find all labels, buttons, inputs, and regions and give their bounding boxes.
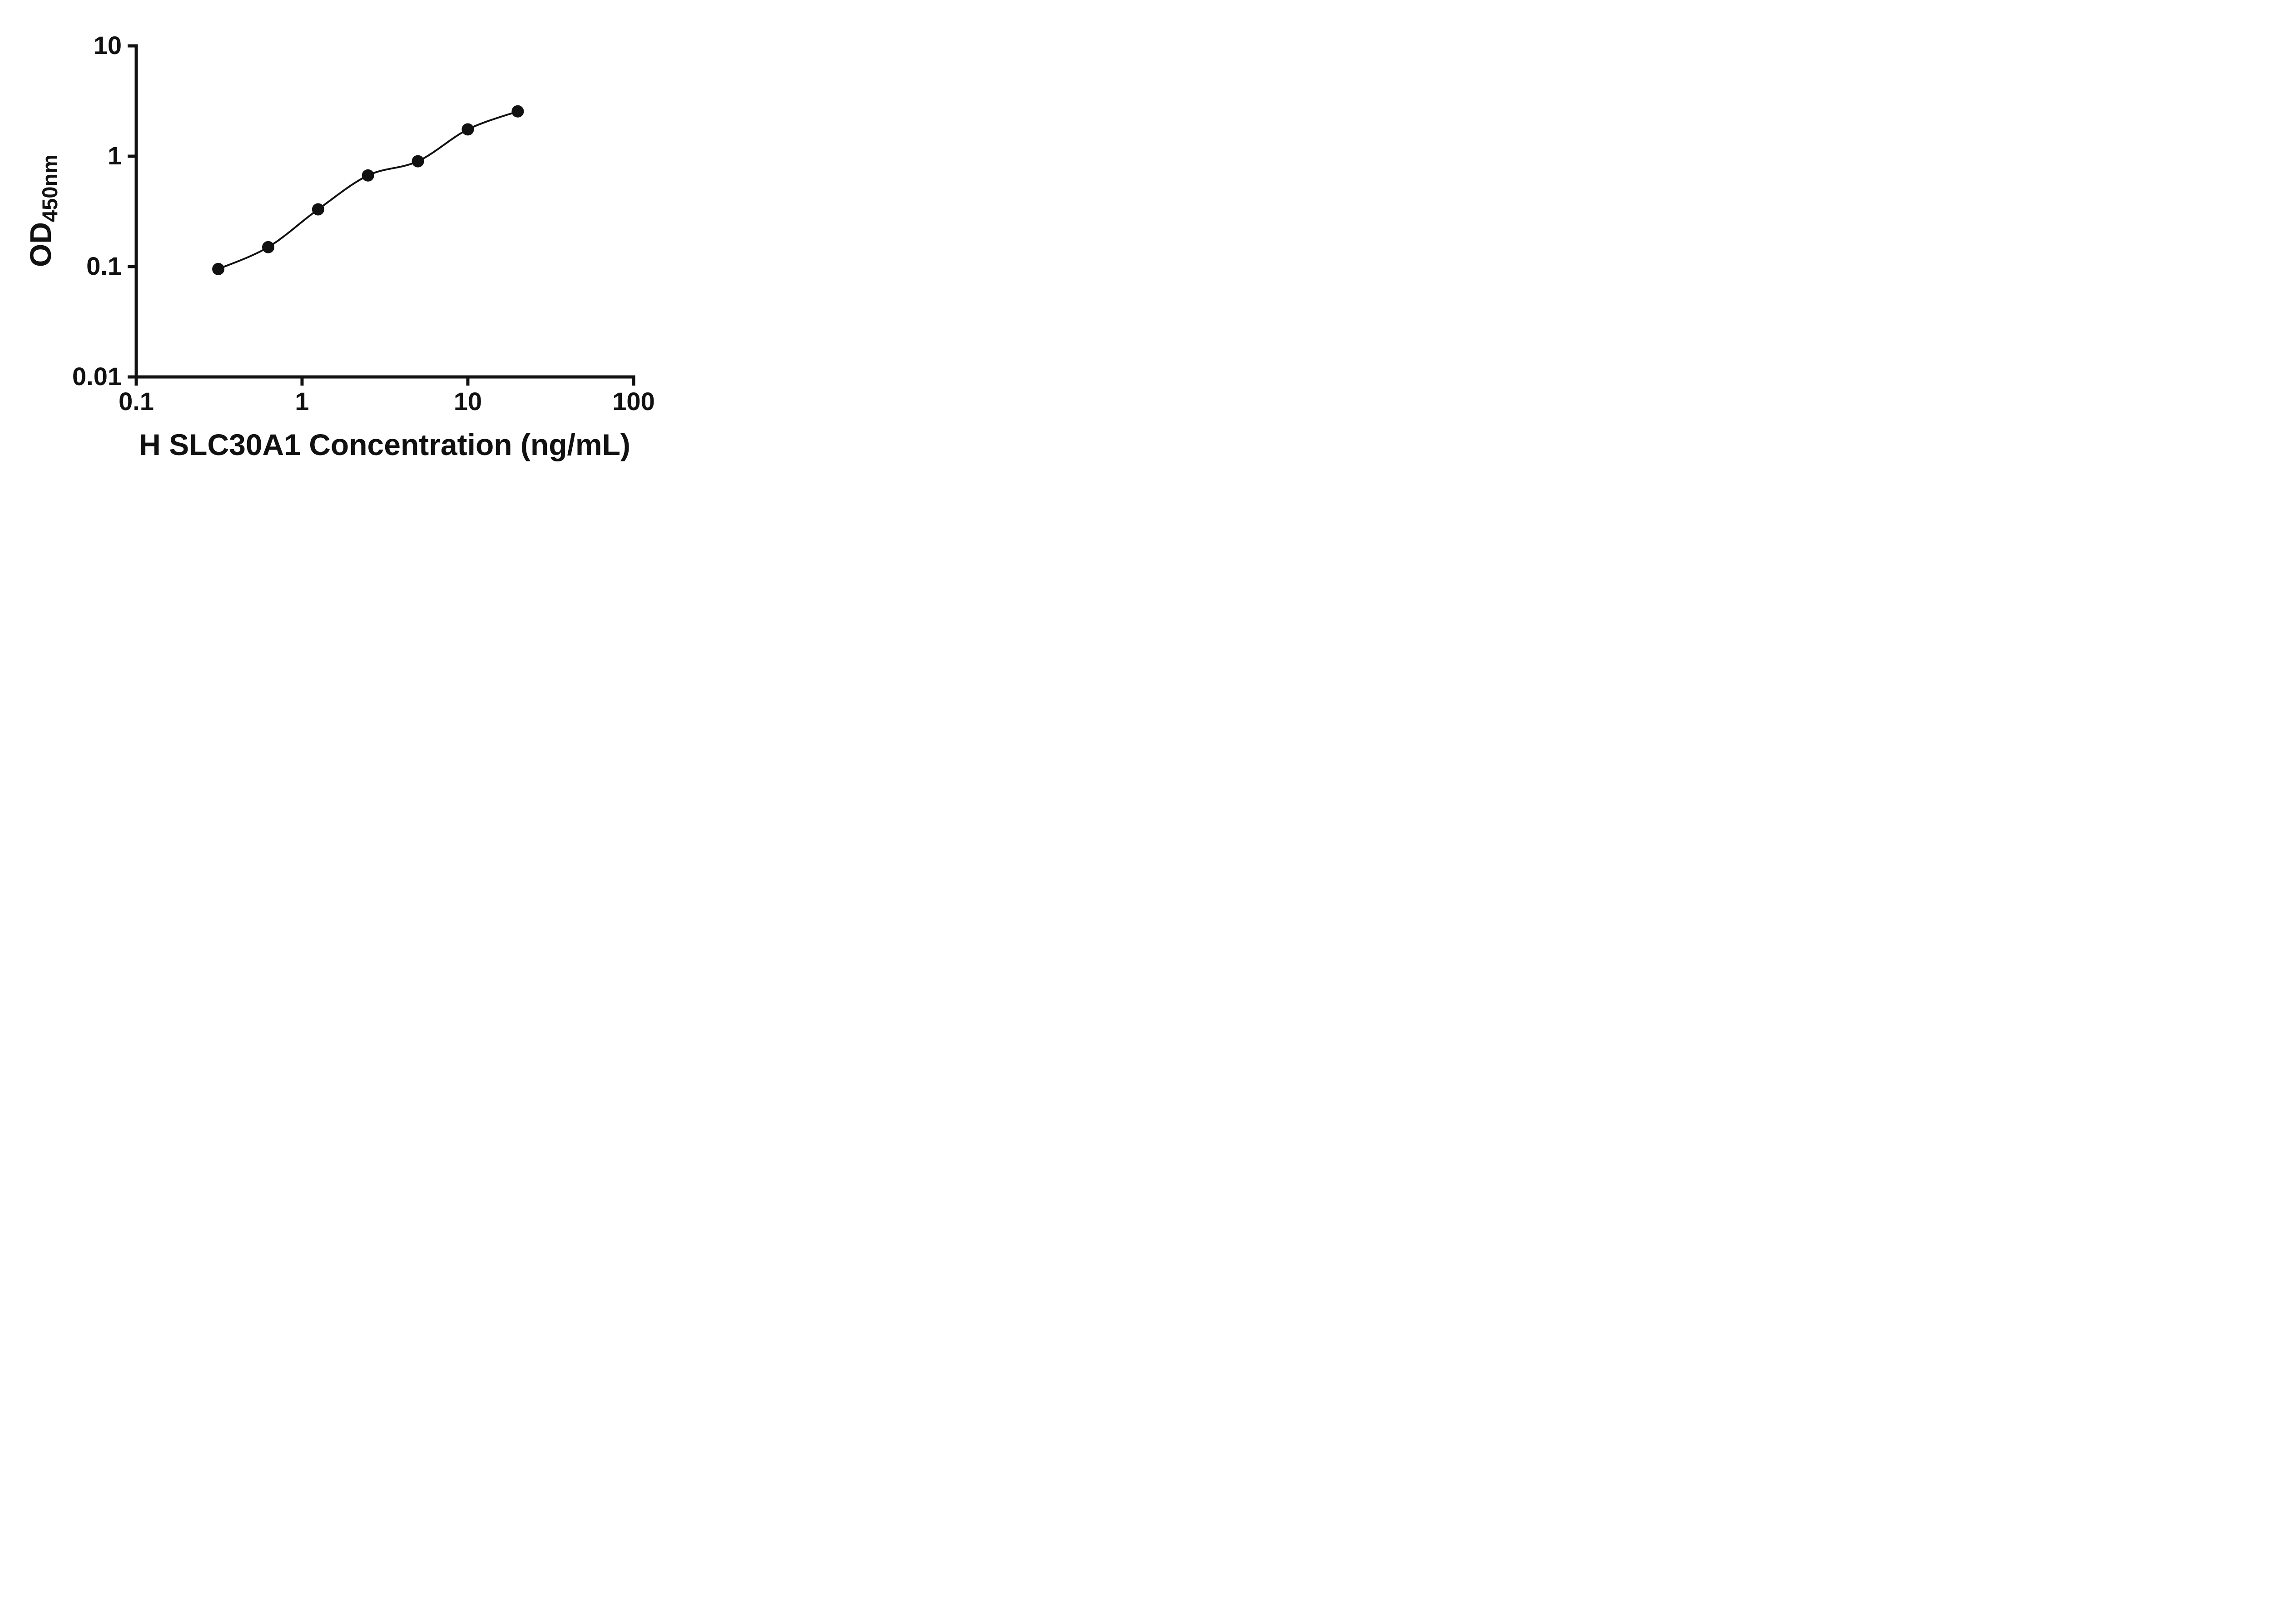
- y-axis-title-subscript: 450nm: [38, 154, 62, 222]
- x-axis-tick-label-1: 1: [295, 387, 309, 416]
- y-axis-tick-label-1: 1: [108, 141, 122, 170]
- data-point-marker: [511, 105, 524, 118]
- data-point-marker: [212, 262, 225, 275]
- y-axis-tick-label-10: 10: [94, 31, 122, 59]
- data-point-marker: [312, 203, 324, 216]
- data-point-marker: [412, 155, 424, 168]
- plot-geometry: [128, 44, 635, 386]
- y-axis-title: OD450nm: [24, 154, 62, 267]
- x-axis-title: H SLC30A1 Concentration (ng/mL): [139, 428, 630, 461]
- y-axis-title-main: OD: [24, 222, 57, 267]
- y-axis-tick-label-0.1: 0.1: [86, 252, 122, 280]
- axes-frame: [134, 44, 635, 379]
- data-point-marker: [262, 241, 274, 253]
- chart-canvas: 0.1 1 10 100 0.01 0.1 1 10 H SLC30A1 Con…: [24, 31, 655, 461]
- y-axis-tick-label-0.01: 0.01: [72, 362, 122, 391]
- x-axis-tick-label-0.1: 0.1: [119, 387, 154, 416]
- elisa-standard-curve-figure: 0.1 1 10 100 0.01 0.1 1 10 H SLC30A1 Con…: [0, 0, 704, 487]
- x-axis-tick-label-100: 100: [612, 387, 655, 416]
- x-axis-tick-label-10: 10: [454, 387, 482, 416]
- data-point-marker: [461, 123, 474, 136]
- data-point-marker: [362, 169, 374, 182]
